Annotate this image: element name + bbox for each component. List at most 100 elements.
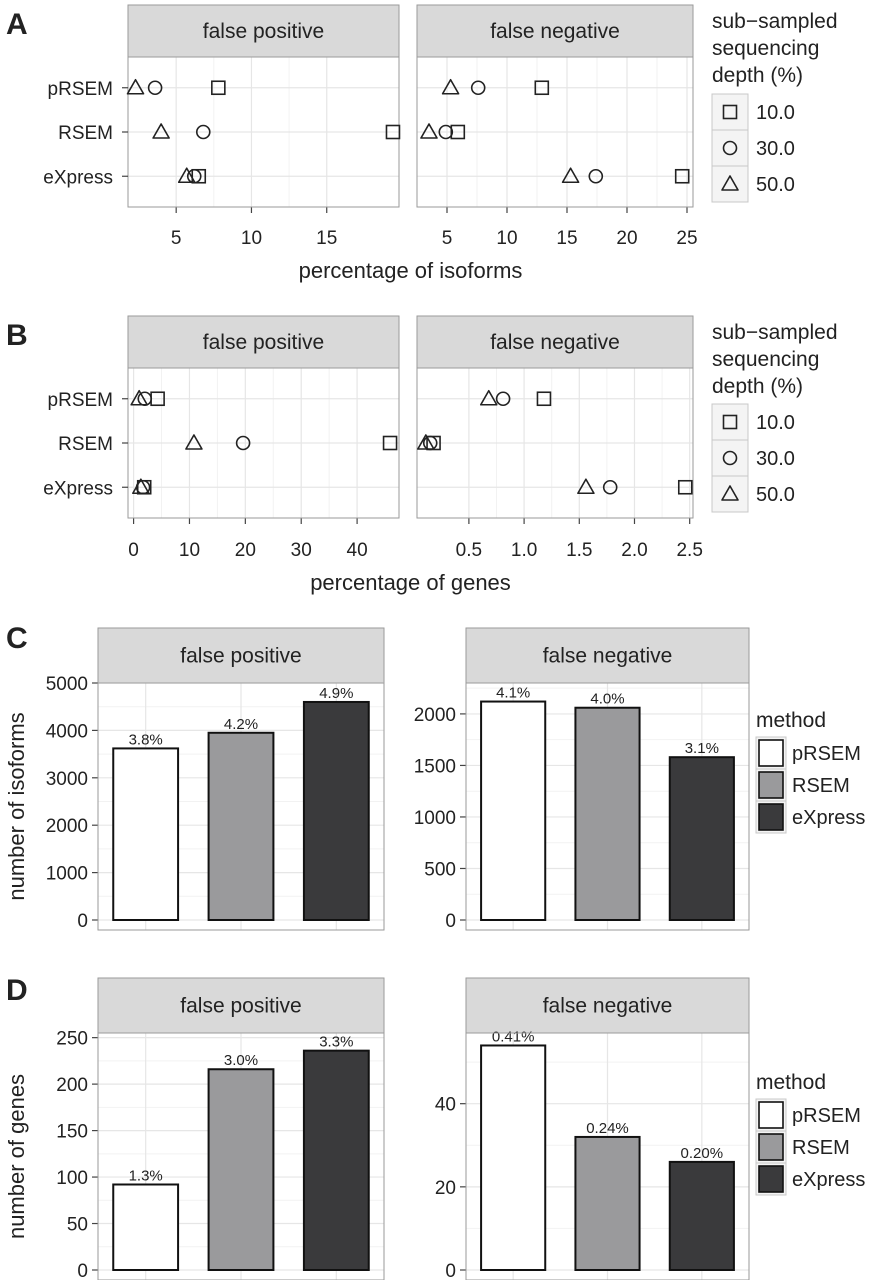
legend: method pRSEM RSEM eXpress — [755, 1071, 865, 1196]
point-triangle — [441, 78, 460, 95]
facet-strip — [416, 4, 694, 58]
y-tick-label: 500 — [424, 859, 456, 880]
point-triangle — [152, 123, 170, 139]
x-tick-label: 2.5 — [676, 540, 702, 561]
y-tick-label: eXpress — [43, 167, 113, 188]
plot-border — [416, 56, 694, 208]
point-triangle — [479, 389, 498, 406]
plot-border — [465, 682, 750, 931]
legend-swatch — [758, 803, 784, 831]
bar-express — [668, 756, 735, 921]
legend-title: depth (%) — [712, 375, 803, 398]
point-triangle — [126, 78, 145, 95]
x-tick-label: 40 — [347, 540, 368, 561]
bar-value-label: 4.1% — [496, 685, 530, 702]
facet-false-positive: false positive 0 50 100 150 200 250 1.3% 3.0% 3.3… — [56, 977, 385, 1280]
x-tick-label: 5 — [171, 228, 182, 249]
facet-false-negative: false negative 0 20 40 0.41% 0.24% 0.20% — [435, 977, 750, 1280]
point-circle — [235, 435, 251, 451]
strip-label: false negative — [490, 20, 620, 43]
point-circle — [588, 168, 604, 184]
point-square — [677, 479, 693, 495]
strip-label: false positive — [180, 995, 301, 1018]
y-axis-title: number of genes — [4, 1074, 29, 1239]
bar-prsem — [112, 747, 180, 921]
legend-swatch — [758, 1165, 784, 1193]
facet-false-positive: false positive 5 10 15 — [126, 4, 401, 249]
point-circle — [147, 80, 163, 96]
bar-express — [302, 700, 370, 922]
point-square — [674, 168, 690, 184]
point-square — [385, 124, 401, 140]
legend-label: RSEM — [792, 1137, 850, 1159]
y-tick-label: 50 — [67, 1215, 88, 1236]
legend-key — [711, 439, 749, 477]
bar-express — [668, 1160, 735, 1272]
facet-false-positive: false positive 0 10 20 30 40 — [127, 315, 400, 561]
y-tick-label: pRSEM — [48, 79, 113, 100]
x-tick-label: 0 — [128, 540, 139, 561]
y-tick-label: 0 — [445, 911, 456, 932]
legend-title: sub−sampled — [712, 321, 838, 344]
facet-strip — [127, 4, 400, 58]
y-axis-title: number of isoforms — [4, 712, 29, 900]
y-tick-label: 1500 — [414, 756, 456, 777]
legend-key — [711, 165, 749, 203]
panel-letter: A — [6, 8, 28, 41]
point-triangle — [132, 478, 150, 495]
legend-swatch — [758, 1133, 784, 1161]
x-tick-label: 10 — [496, 228, 517, 249]
point-triangle — [420, 123, 438, 139]
legend-label: 10.0 — [756, 412, 795, 434]
y-tick-label: 250 — [56, 1029, 88, 1050]
bar-prsem — [480, 700, 547, 922]
legend-key — [711, 475, 749, 513]
point-triangle — [577, 478, 595, 495]
x-tick-label: 1.5 — [566, 540, 592, 561]
x-tick-label: 20 — [235, 540, 256, 561]
bar-value-label: 4.9% — [319, 685, 353, 702]
bar-value-label: 3.1% — [685, 740, 719, 757]
plot-border — [97, 682, 385, 931]
bar-express — [302, 1049, 370, 1271]
point-triangle — [185, 434, 203, 450]
bar-value-label: 3.0% — [224, 1052, 258, 1069]
panel-letter: C — [6, 622, 28, 655]
bar-value-label: 0.41% — [492, 1028, 535, 1045]
y-tick-label: eXpress — [43, 478, 113, 499]
bar-value-label: 4.2% — [224, 716, 258, 733]
legend-key — [711, 129, 749, 167]
legend-circle-icon — [722, 140, 738, 156]
bar-value-label: 1.3% — [129, 1167, 163, 1184]
legend-swatch — [758, 771, 784, 799]
legend: sub−sampled sequencing depth (%) 10.0 30.0 50… — [711, 10, 838, 203]
legend-square-icon — [722, 414, 738, 430]
point-triangle — [561, 167, 580, 184]
x-axis-title: percentage of genes — [310, 570, 511, 595]
legend: sub−sampled sequencing depth (%) 10.0 30.0 50… — [711, 321, 838, 513]
facet-strip — [97, 977, 385, 1034]
legend-swatch — [758, 739, 784, 767]
point-square — [211, 80, 226, 96]
x-tick-label: 0.5 — [456, 540, 482, 561]
legend-triangle-icon — [721, 485, 739, 501]
strip-label: false positive — [180, 645, 301, 668]
y-tick-label: 5000 — [46, 674, 88, 695]
legend: method pRSEM RSEM eXpress — [755, 709, 865, 834]
facet-strip — [465, 627, 750, 684]
bar-prsem — [480, 1044, 547, 1271]
legend-title: sub−sampled — [712, 10, 838, 33]
panel-letter: B — [6, 319, 28, 352]
y-tick-label: 2000 — [414, 705, 456, 726]
legend-title: method — [756, 1071, 826, 1094]
point-square — [536, 391, 552, 407]
legend-key — [711, 403, 749, 441]
point-square — [450, 124, 466, 140]
facet-false-negative: false negative 0.5 1.0 1.5 2.0 2.5 — [416, 315, 703, 561]
bar-rsem — [574, 1135, 641, 1272]
x-tick-label: 2.0 — [621, 540, 647, 561]
bar-rsem — [207, 1068, 275, 1272]
